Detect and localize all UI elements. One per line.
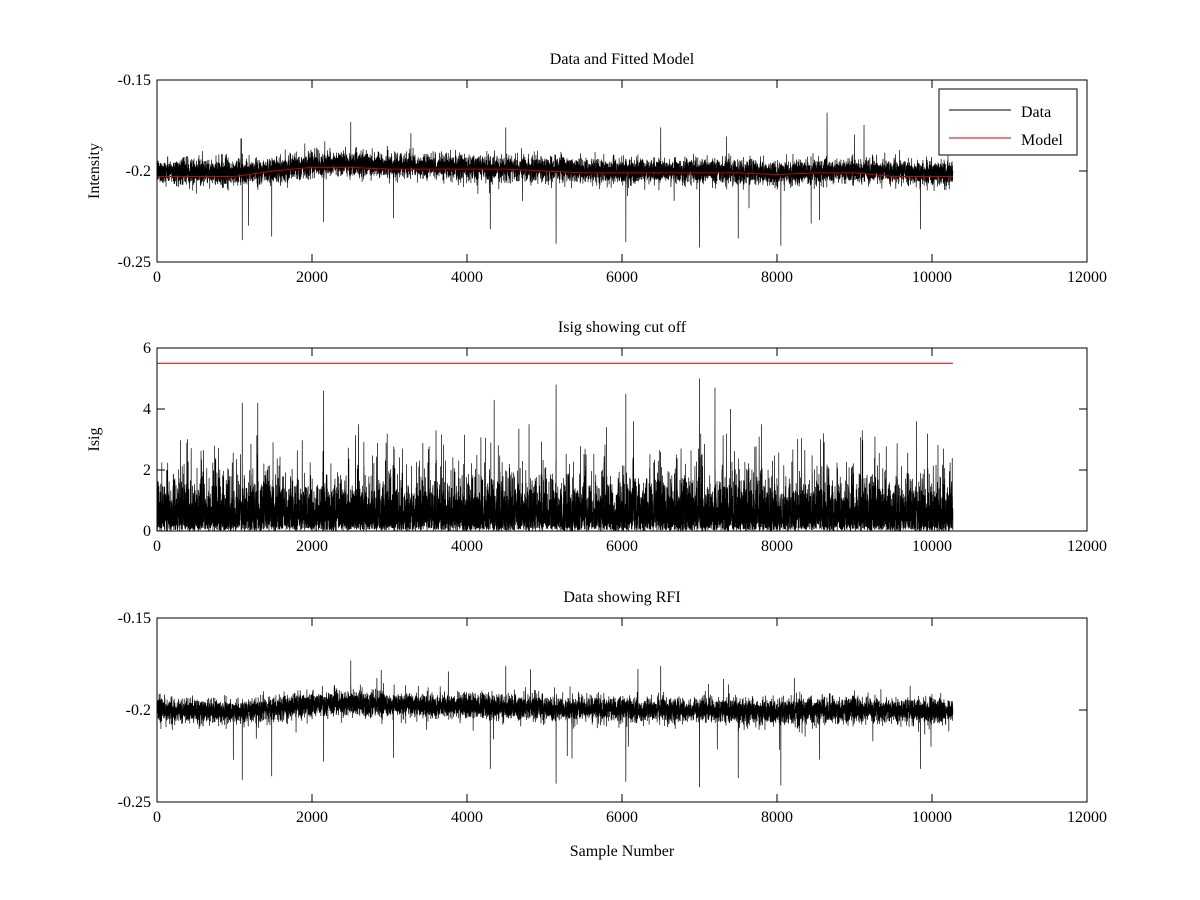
x-tick-label: 4000 xyxy=(451,538,483,555)
panel-data-showing-rfi: 0 2000 4000 6000 8000 10000 12000 -0.25 -0.2 -0.1… xyxy=(118,589,1107,860)
x-tick-label: 8000 xyxy=(761,538,793,555)
y-tick-label: -0.2 xyxy=(126,163,151,180)
x-tick-label: 12000 xyxy=(1067,269,1107,286)
x-tick-label: 10000 xyxy=(912,269,952,286)
x-tick-label: 6000 xyxy=(606,538,638,555)
y-tick-label: -0.25 xyxy=(118,794,151,811)
chart-title: Data and Fitted Model xyxy=(550,51,695,68)
x-tick-label: 6000 xyxy=(606,269,638,286)
x-tick-label: 12000 xyxy=(1067,538,1107,555)
x-tick-label: 2000 xyxy=(296,809,328,826)
x-tick-label: 8000 xyxy=(761,809,793,826)
y-tick-label: -0.15 xyxy=(118,610,151,627)
x-tick-label: 4000 xyxy=(451,809,483,826)
x-tick-label: 0 xyxy=(153,269,161,286)
chart-title: Isig showing cut off xyxy=(558,319,687,336)
x-tick-label: 0 xyxy=(153,809,161,826)
y-axis-label: Intensity xyxy=(86,143,103,199)
x-tick-label: 4000 xyxy=(451,269,483,286)
legend-label: Model xyxy=(1021,132,1063,149)
panel-isig-cutoff: 0 2000 4000 6000 8000 10000 12000 0 2 4 6 Isig show… xyxy=(86,319,1107,555)
x-tick-label: 6000 xyxy=(606,809,638,826)
x-tick-label: 2000 xyxy=(296,269,328,286)
y-tick-label: 4 xyxy=(143,401,151,418)
legend-label: Data xyxy=(1021,104,1051,121)
legend-box xyxy=(938,88,1078,156)
series-line-0-1 xyxy=(157,166,953,177)
legend: Data Model xyxy=(938,88,1078,156)
y-axis-label: Isig xyxy=(86,428,103,452)
series-line-0-0 xyxy=(157,112,954,248)
y-tick-label: -0.2 xyxy=(126,702,151,719)
y-tick-label: 6 xyxy=(143,340,151,357)
panel-data-and-fitted-model: 0 2000 4000 6000 8000 10000 12000 -0.25 -0.2 -0.1… xyxy=(86,51,1107,286)
x-tick-label: 10000 xyxy=(912,809,952,826)
x-tick-label: 12000 xyxy=(1067,809,1107,826)
y-tick-label: 0 xyxy=(143,523,151,540)
x-axis-label: Sample Number xyxy=(570,843,675,860)
series-line-1-0 xyxy=(157,378,954,531)
chart-title: Data showing RFI xyxy=(563,589,680,606)
x-tick-label: 0 xyxy=(153,538,161,555)
x-tick-label: 2000 xyxy=(296,538,328,555)
y-tick-label: -0.25 xyxy=(118,254,151,271)
x-tick-label: 8000 xyxy=(761,269,793,286)
y-tick-label: 2 xyxy=(143,462,151,479)
y-tick-label: -0.15 xyxy=(118,72,151,89)
series-line-2-0 xyxy=(157,660,954,788)
x-tick-label: 10000 xyxy=(912,538,952,555)
